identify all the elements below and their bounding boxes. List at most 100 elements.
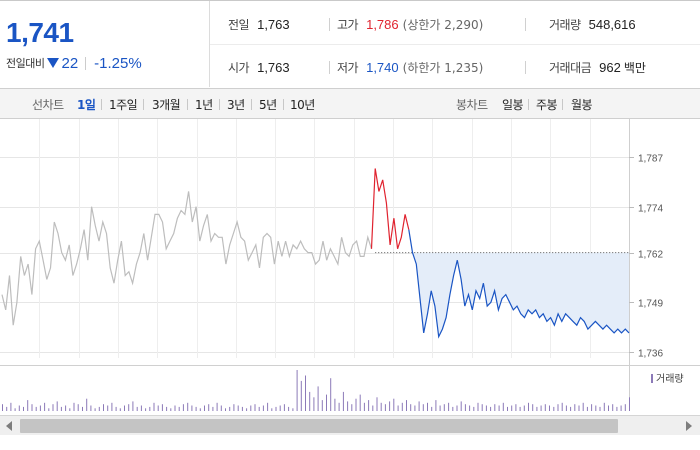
tab-divider xyxy=(528,99,529,110)
scroll-left-icon[interactable] xyxy=(6,421,12,431)
volume-bar xyxy=(296,370,298,411)
volume-bar xyxy=(384,404,386,411)
volume-bar xyxy=(2,404,3,411)
volume-bar xyxy=(347,401,349,411)
volume-bar xyxy=(149,406,151,411)
top-border xyxy=(0,0,700,1)
volume-bar xyxy=(456,405,458,411)
prior-session-line xyxy=(1,191,373,326)
volume-bar xyxy=(326,394,327,411)
y-tick-label: 1,762 xyxy=(638,250,663,261)
lower-limit: (하한가 1,235) xyxy=(402,60,484,75)
volume-bar xyxy=(153,402,155,411)
volume-bar xyxy=(570,406,572,411)
volume-bar xyxy=(439,405,441,411)
tab-1-year[interactable]: 1년 xyxy=(195,98,213,112)
volume-bar xyxy=(608,405,609,411)
volume-bar xyxy=(237,405,239,411)
volume-bar xyxy=(267,402,269,411)
volume-bar xyxy=(553,406,555,411)
volume-bar xyxy=(519,406,521,411)
volume-bar xyxy=(612,404,614,411)
volume-bar xyxy=(250,405,252,411)
info-divider xyxy=(329,18,330,31)
volume-bar xyxy=(502,402,504,411)
open-label: 시가 xyxy=(228,60,250,75)
volume-bar xyxy=(595,405,597,411)
prev-close-label: 전일 xyxy=(228,17,250,32)
summary-divider xyxy=(209,1,210,87)
volume-bar xyxy=(591,404,593,411)
volume-bar xyxy=(431,406,433,411)
volume-bar xyxy=(14,408,16,411)
volume-bar xyxy=(435,400,437,411)
volume-bar xyxy=(128,404,130,411)
volume-bar xyxy=(620,405,622,411)
tab-1-week[interactable]: 1주일 xyxy=(109,98,138,112)
volume-bar xyxy=(39,405,41,411)
volume-bar xyxy=(94,408,96,411)
volume-bar xyxy=(124,405,125,411)
volume-bar xyxy=(300,380,302,411)
turnover: 거래대금 962 백만 xyxy=(549,59,646,75)
info-divider xyxy=(525,61,526,74)
volume-bar xyxy=(225,408,226,411)
tab-3-months[interactable]: 3개월 xyxy=(152,98,181,112)
volume-bar xyxy=(82,406,83,411)
chart-scrollbar[interactable] xyxy=(0,415,700,435)
up-segment-line xyxy=(370,168,410,249)
volume-bar xyxy=(481,404,483,411)
volume-bar xyxy=(528,402,529,411)
price-summary: 1,741 전일대비 22 -1.25% xyxy=(0,1,209,87)
tab-3-years[interactable]: 3년 xyxy=(227,98,245,112)
volume-bar xyxy=(330,378,332,411)
tab-daily-candle[interactable]: 일봉 xyxy=(502,98,524,112)
low-label: 저가 xyxy=(337,60,359,75)
volume-bar xyxy=(18,405,20,411)
volume-bar xyxy=(98,406,100,411)
volume-bar xyxy=(52,404,54,411)
volume-bar xyxy=(599,406,601,411)
volume-bar xyxy=(111,402,113,411)
volume-bar xyxy=(473,406,475,411)
open-price: 시가 1,763 xyxy=(228,59,290,75)
volume-bar xyxy=(199,408,201,411)
tab-weekly-candle[interactable]: 주봉 xyxy=(536,98,558,112)
volume-bar xyxy=(574,404,576,411)
volume-bar xyxy=(359,394,361,411)
chart-tab-bar: 선차트 1일 1주일 3개월 1년 3년 5년 10년 봉차트 일봉 주봉 월봉 xyxy=(0,88,700,119)
volume-bar xyxy=(427,402,428,411)
scroll-right-icon[interactable] xyxy=(686,421,692,431)
low-price: 저가 1,740 (하한가 1,235) xyxy=(337,59,483,75)
volume-bar xyxy=(166,406,168,411)
volume-bar xyxy=(540,405,542,411)
volume-bar xyxy=(27,400,29,411)
volume-bar xyxy=(191,405,193,411)
scroll-thumb[interactable] xyxy=(20,419,618,433)
tab-5-years[interactable]: 5년 xyxy=(259,98,277,112)
volume-bar xyxy=(368,400,370,411)
volume-bar xyxy=(233,404,235,411)
price-chart[interactable]: 1,787 1,774 1,762 1,749 1,736 거래량 xyxy=(0,119,700,415)
volume-bar xyxy=(443,404,445,411)
volume-bar xyxy=(414,405,416,411)
low-value: 1,740 xyxy=(366,59,399,75)
change-percent: -1.25% xyxy=(94,54,142,72)
tab-1-day[interactable]: 1일 xyxy=(77,98,96,112)
volume-bar xyxy=(182,404,184,411)
volume-bar xyxy=(549,405,550,411)
turnover-label: 거래대금 xyxy=(549,60,592,75)
volume-bar xyxy=(241,406,243,411)
volume-bar xyxy=(170,408,172,411)
volume-bar xyxy=(275,406,277,411)
volume-bar xyxy=(305,375,306,411)
tab-monthly-candle[interactable]: 월봉 xyxy=(571,98,593,112)
y-tick-label: 1,774 xyxy=(638,204,663,215)
volume-bar xyxy=(60,406,62,411)
volume-bar xyxy=(624,404,626,411)
volume-bar xyxy=(393,398,395,411)
tab-10-years[interactable]: 10년 xyxy=(290,98,315,112)
change-row: 전일대비 22 -1.25% xyxy=(6,54,142,72)
volume-bar xyxy=(288,406,290,411)
tab-divider xyxy=(562,99,563,110)
